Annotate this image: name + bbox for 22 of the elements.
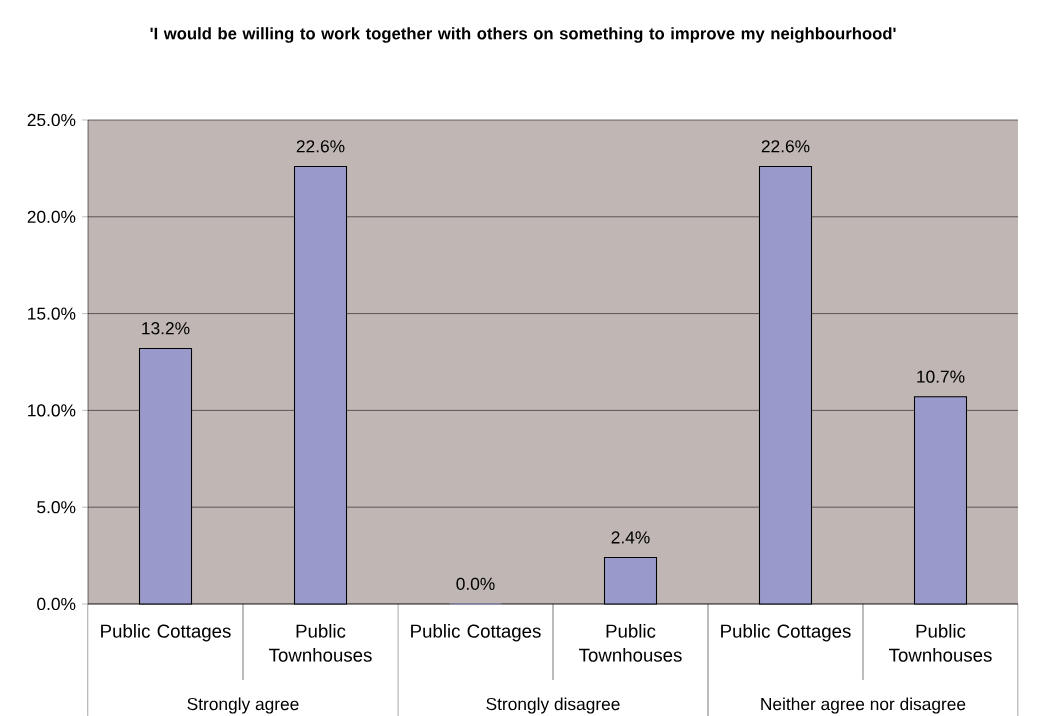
data-label: 13.2% (142, 322, 190, 335)
data-label: 2.4% (611, 531, 650, 544)
data-label: 0.0% (456, 577, 495, 590)
chart-title: 'I would be willing to work together with others on something to improve my neighbourhood' (150, 27, 896, 43)
data-label: 22.6% (761, 140, 810, 153)
x-tick-label: Public Townhouses (269, 624, 372, 662)
y-tick-label: 10.0% (28, 404, 76, 417)
x-tick-label: Public Cottages (721, 624, 851, 642)
text: Strongly agree (187, 697, 299, 714)
y-tick-label: 0.0% (37, 597, 76, 611)
y-tick-label: 5.0% (37, 501, 76, 514)
x-tick-label: Public Cottages (411, 624, 541, 642)
y-tick-label: 20.0% (27, 210, 76, 223)
x-tick-label: Public Cottages (101, 624, 231, 642)
x-tick-label: Public Townhouses (889, 624, 992, 662)
data-label: 22.6% (296, 140, 345, 153)
data-label: 10.7% (917, 370, 965, 383)
y-tick-label: 15.0% (28, 307, 76, 320)
text: Neither agree nor disagree (761, 697, 966, 714)
y-tick-label: 25.0% (27, 113, 76, 127)
x-tick-label: Public Townhouses (579, 624, 682, 662)
text: Strongly disagree (486, 697, 620, 714)
